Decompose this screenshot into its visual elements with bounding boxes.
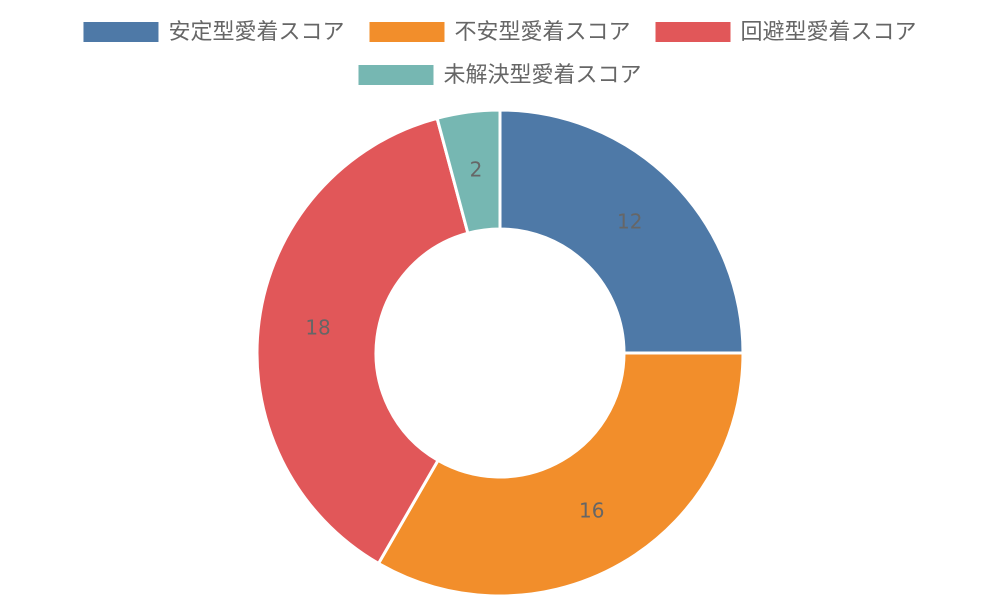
- legend-item: 回避型愛着スコア: [655, 20, 917, 45]
- legend-label: 未解決型愛着スコア: [443, 63, 641, 88]
- legend-item: 不安型愛着スコア: [369, 20, 631, 45]
- legend-label: 不安型愛着スコア: [454, 20, 630, 45]
- slice: [498, 108, 745, 355]
- slice-label: 12: [617, 210, 642, 234]
- slice-label: 16: [579, 498, 604, 522]
- legend-swatch: [369, 22, 445, 42]
- legend-label: 安定型愛着スコア: [168, 20, 344, 45]
- legend-swatch: [358, 65, 434, 85]
- slice: [255, 116, 470, 566]
- slice: [435, 108, 502, 236]
- legend-item: 未解決型愛着スコア: [358, 63, 642, 88]
- slice-label: 18: [305, 316, 330, 340]
- legend-swatch: [83, 22, 159, 42]
- legend-label: 回避型愛着スコア: [741, 20, 917, 45]
- slice: [376, 351, 745, 598]
- slice-label: 2: [470, 158, 483, 182]
- legend-swatch: [655, 22, 731, 42]
- legend-item: 安定型愛着スコア: [83, 20, 344, 45]
